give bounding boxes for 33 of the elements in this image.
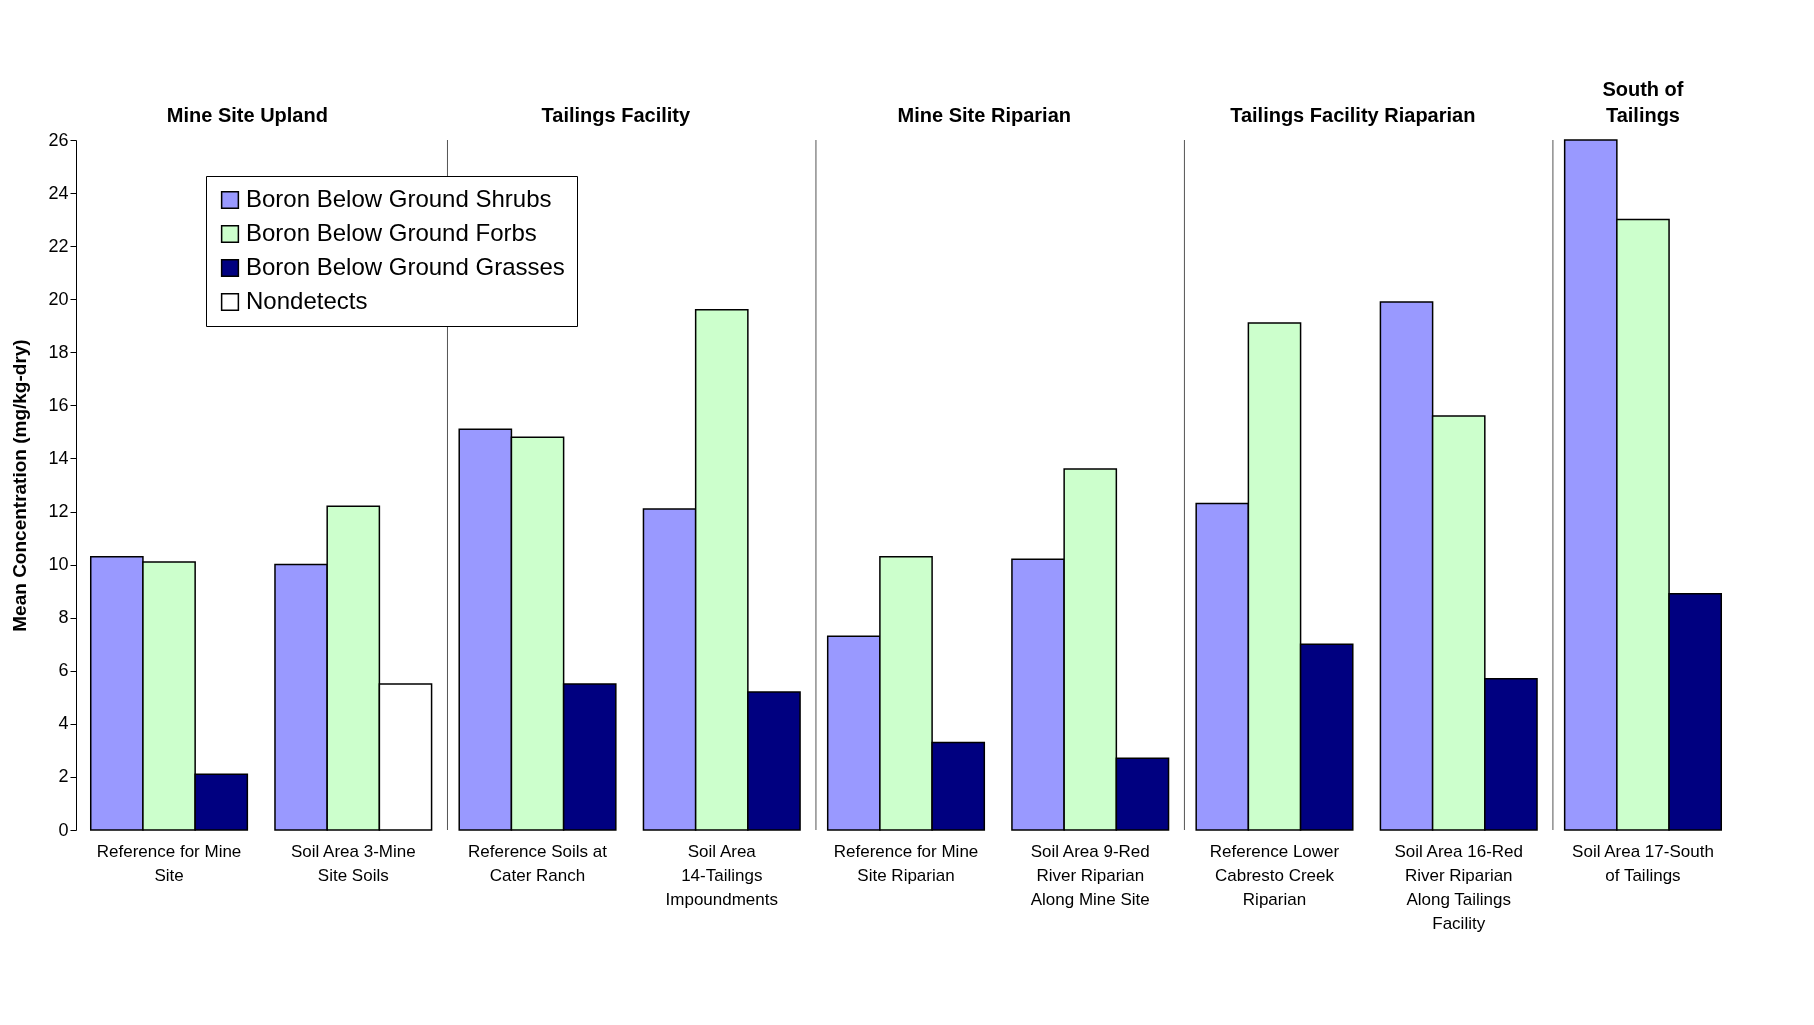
text: Mine Site Riparian: [897, 104, 1071, 126]
y-tick-label: 26: [48, 129, 69, 150]
x-tick-label: Reference Lower Cabresto Creek Riparian: [1209, 842, 1340, 909]
y-tick-label: 18: [48, 341, 69, 362]
y-tick-label: 2: [58, 766, 69, 787]
x-tick-label: Soil Area 17-South of Tailings: [1572, 842, 1714, 885]
text: Mine Site Upland: [166, 104, 328, 126]
y-tick-label: 10: [48, 554, 69, 575]
x-tick-label: Soil Area 14-Tailings Impoundments: [665, 842, 778, 909]
x-tick-label: Soil Area 3-Mine Site Soils: [290, 842, 416, 885]
legend-label: Boron Below Ground Grasses: [246, 253, 565, 280]
y-tick-label: 4: [58, 713, 69, 734]
legend-label: Nondetects: [246, 287, 368, 314]
y-tick-label: 6: [58, 660, 69, 681]
y-tick-label: 14: [48, 447, 69, 468]
x-tick-label: Soil Area 9-Red River Riparian Along Mine Site: [1030, 842, 1150, 909]
y-tick-label: 20: [48, 288, 69, 309]
text: South of Tailings: [1602, 78, 1684, 126]
y-tick-label: 24: [48, 182, 69, 203]
y-tick-label: 22: [48, 235, 69, 256]
y-tick-label: 8: [58, 607, 69, 628]
legend-label: Boron Below Ground Shrubs: [246, 185, 552, 212]
y-tick-label: 0: [58, 819, 69, 840]
text: Tailings Facility: [541, 104, 691, 126]
x-tick-label: Reference Soils at Cater Ranch: [468, 842, 608, 885]
x-tick-label: Reference for Mine Site Riparian: [833, 842, 979, 885]
y-axis-title: Mean Concentration (mg/kg-dry): [9, 339, 31, 632]
y-tick-label: 12: [48, 501, 69, 522]
x-tick-label: Reference for Mine Site: [96, 842, 242, 885]
y-tick-label: 16: [48, 394, 69, 415]
text: Tailings Facility Riaparian: [1230, 104, 1476, 126]
x-tick-label: Soil Area 16-Red River Riparian Along Tailings Facility: [1394, 842, 1523, 933]
legend-label: Boron Below Ground Forbs: [246, 219, 537, 246]
